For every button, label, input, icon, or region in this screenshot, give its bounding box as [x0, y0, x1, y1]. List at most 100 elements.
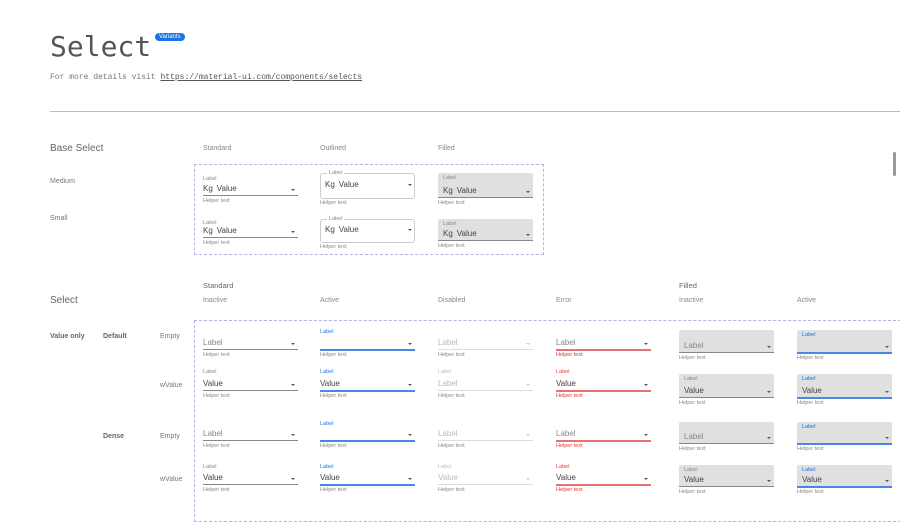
field-underline — [797, 397, 892, 399]
select-field[interactable]: Label Helper text — [679, 330, 774, 364]
helper-text: Helper text — [320, 352, 347, 358]
select-field[interactable]: Label Kg Value Helper text — [320, 170, 415, 209]
helper-text: Helper text — [438, 352, 465, 358]
select-field[interactable]: Label Label Helper text — [438, 369, 533, 402]
select-field[interactable]: Label Helper text — [438, 422, 533, 452]
select-field[interactable]: Label Helper text — [320, 329, 415, 361]
chevron-down-icon — [291, 384, 295, 386]
chevron-down-icon — [767, 391, 771, 393]
select-field[interactable]: Label Value Helper text — [556, 464, 651, 496]
field-label: Label — [320, 369, 334, 375]
helper-text: Helper text — [203, 352, 230, 358]
helper-text: Helper text — [438, 243, 465, 249]
select-field[interactable]: Label Kg Value Helper text — [203, 220, 298, 249]
helper-text: Helper text — [203, 393, 230, 399]
field-underline — [797, 486, 892, 488]
select-field[interactable]: Label Helper text — [438, 330, 533, 361]
select-field[interactable]: Label Helper text — [797, 330, 892, 364]
field-value: Kg Value — [325, 225, 359, 234]
group-filled: Filled — [679, 281, 697, 290]
unit-prefix: Kg — [325, 225, 335, 234]
field-value: Value — [203, 379, 223, 388]
scrollbar[interactable] — [893, 152, 896, 176]
select-field[interactable]: Label Helper text — [556, 330, 651, 361]
select-field[interactable]: Label Value Helper text — [320, 369, 415, 402]
field-underline — [203, 440, 298, 441]
field-label: Label — [203, 220, 217, 226]
select-field[interactable]: Label Helper text — [320, 421, 415, 452]
select-field[interactable]: Label Kg Value Helper text — [438, 173, 533, 209]
select-field[interactable]: Label Helper text — [679, 422, 774, 455]
outlined-border: Label — [320, 216, 415, 243]
chevron-down-icon — [885, 346, 889, 348]
field-underline — [438, 349, 533, 350]
field-placeholder: Label — [438, 429, 458, 438]
select-field[interactable]: Label Value Helper text — [320, 464, 415, 496]
value-text: Value — [203, 473, 223, 482]
field-underline — [556, 349, 651, 351]
field-value: Kg Value — [203, 226, 237, 235]
helper-text: Helper text — [556, 443, 583, 449]
field-label: Label — [203, 464, 217, 470]
chevron-down-icon — [408, 478, 412, 480]
field-underline — [438, 440, 533, 441]
select-field[interactable]: Label Helper text — [797, 422, 892, 455]
helper-text: Helper text — [320, 244, 347, 250]
filled-background — [679, 465, 774, 486]
field-underline — [320, 349, 415, 351]
select-field[interactable]: Label Helper text — [556, 422, 651, 452]
row-dense: Dense — [103, 433, 125, 440]
field-value: Label — [438, 379, 458, 388]
field-underline — [679, 352, 774, 353]
helper-text: Helper text — [203, 198, 230, 204]
select-field[interactable]: Label Helper text — [203, 330, 298, 361]
field-label: Label — [203, 176, 217, 182]
select-field[interactable]: Label Helper text — [203, 422, 298, 452]
field-label: Label — [802, 467, 816, 473]
select-field[interactable]: Label Kg Value Helper text — [203, 176, 298, 207]
row-dense-wvalue: wValue — [160, 476, 183, 483]
field-underline — [438, 240, 533, 241]
field-placeholder: Label — [203, 429, 223, 438]
chevron-down-icon — [408, 229, 412, 231]
select-field[interactable]: Label Value Helper text — [797, 374, 892, 409]
select-field[interactable]: Label Value Helper text — [203, 464, 298, 496]
helper-text: Helper text — [438, 393, 465, 399]
chevron-down-icon — [526, 384, 530, 386]
helper-text: Helper text — [203, 487, 230, 493]
filled-background — [797, 330, 892, 352]
field-underline — [203, 195, 298, 196]
col-filled: Filled — [438, 145, 455, 152]
field-value: Value — [320, 473, 340, 482]
chevron-down-icon — [885, 437, 889, 439]
select-field[interactable]: Label Value Helper text — [556, 369, 651, 402]
field-value: Value — [556, 473, 576, 482]
helper-text: Helper text — [679, 489, 706, 495]
select-field[interactable]: Label Value Helper text — [797, 465, 892, 498]
filled-background — [679, 374, 774, 397]
chevron-down-icon — [644, 384, 648, 386]
filled-background — [438, 219, 533, 240]
helper-text: Helper text — [438, 200, 465, 206]
field-label: Label — [443, 175, 457, 181]
field-value: Kg Value — [443, 229, 477, 238]
field-underline — [679, 486, 774, 487]
select-field[interactable]: Label Kg Value Helper text — [320, 216, 415, 253]
field-underline — [438, 197, 533, 198]
field-value: Value — [802, 475, 822, 484]
select-field[interactable]: Label Kg Value Helper text — [438, 219, 533, 252]
filled-background — [797, 422, 892, 443]
select-field[interactable]: Label Value Helper text — [679, 465, 774, 498]
field-value: Value — [684, 386, 704, 395]
select-field[interactable]: Label Value Helper text — [203, 369, 298, 402]
filled-background — [797, 374, 892, 397]
value-text: Value — [556, 379, 576, 388]
details-link[interactable]: https://material-ui.com/components/selec… — [160, 73, 363, 82]
col-filled-active: Active — [797, 297, 817, 304]
chevron-down-icon — [767, 480, 771, 482]
select-field[interactable]: Label Value Helper text — [679, 374, 774, 409]
select-field[interactable]: Label Value Helper text — [438, 464, 533, 496]
value-text: Value — [456, 229, 477, 238]
chevron-down-icon — [526, 191, 530, 193]
field-underline — [556, 440, 651, 442]
